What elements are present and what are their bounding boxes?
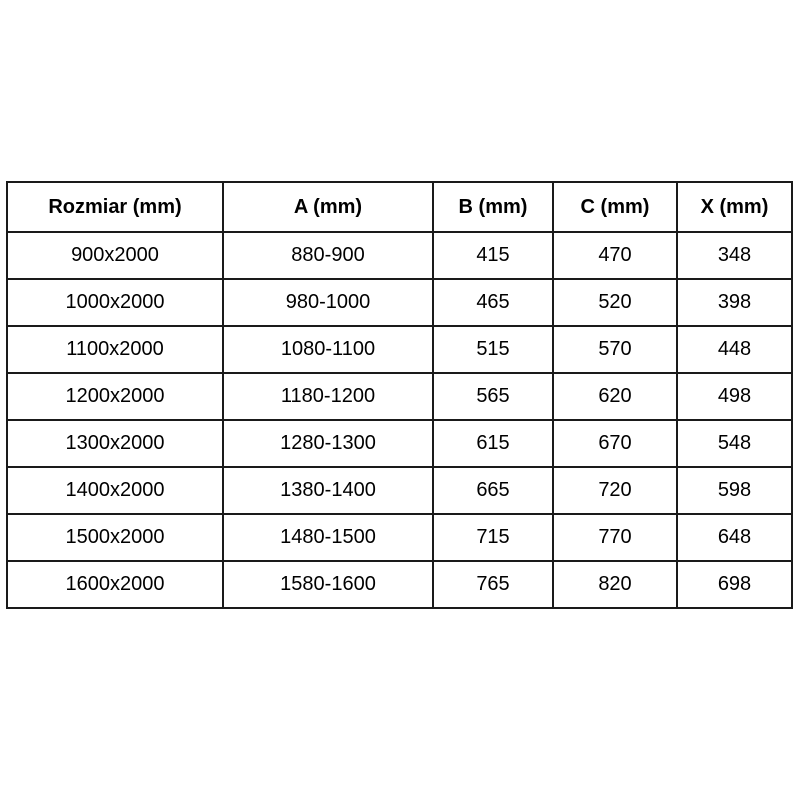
table-row: 1400x2000 1380-1400 665 720 598: [6, 466, 793, 515]
table-row: 1600x2000 1580-1600 765 820 698: [6, 560, 793, 609]
table-cell: 720: [552, 466, 678, 515]
table-row: 1300x2000 1280-1300 615 670 548: [6, 419, 793, 468]
table-cell: 498: [676, 372, 793, 421]
table-cell: 615: [432, 419, 554, 468]
table-cell: 770: [552, 513, 678, 562]
column-header-rozmiar: Rozmiar (mm): [6, 181, 224, 233]
table-row: 1200x2000 1180-1200 565 620 498: [6, 372, 793, 421]
table-cell: 1080-1100: [222, 325, 434, 374]
table-row: 1500x2000 1480-1500 715 770 648: [6, 513, 793, 562]
table-cell: 1600x2000: [6, 560, 224, 609]
table-cell: 765: [432, 560, 554, 609]
table-cell: 648: [676, 513, 793, 562]
table-cell: 415: [432, 231, 554, 280]
table-cell: 715: [432, 513, 554, 562]
table-cell: 548: [676, 419, 793, 468]
table-cell: 1480-1500: [222, 513, 434, 562]
table-cell: 1000x2000: [6, 278, 224, 327]
table-cell: 980-1000: [222, 278, 434, 327]
table-cell: 398: [676, 278, 793, 327]
table-row: 1100x2000 1080-1100 515 570 448: [6, 325, 793, 374]
table-row: 900x2000 880-900 415 470 348: [6, 231, 793, 280]
table-cell: 570: [552, 325, 678, 374]
table-cell: 1300x2000: [6, 419, 224, 468]
table-cell: 598: [676, 466, 793, 515]
table-cell: 470: [552, 231, 678, 280]
size-table: Rozmiar (mm) A (mm) B (mm) C (mm) X (mm) 900…: [6, 181, 793, 609]
table-cell: 1400x2000: [6, 466, 224, 515]
table-cell: 1100x2000: [6, 325, 224, 374]
table-cell: 670: [552, 419, 678, 468]
table-cell: 1280-1300: [222, 419, 434, 468]
column-header-b: B (mm): [432, 181, 554, 233]
table-cell: 1500x2000: [6, 513, 224, 562]
table-cell: 520: [552, 278, 678, 327]
column-header-x: X (mm): [676, 181, 793, 233]
table-cell: 820: [552, 560, 678, 609]
table-cell: 465: [432, 278, 554, 327]
column-header-a: A (mm): [222, 181, 434, 233]
table-cell: 1580-1600: [222, 560, 434, 609]
table-cell: 448: [676, 325, 793, 374]
table-body: 900x2000 880-900 415 470 348 1000x2000 980-100…: [6, 231, 793, 609]
table-cell: 698: [676, 560, 793, 609]
table-cell: 620: [552, 372, 678, 421]
table-cell: 665: [432, 466, 554, 515]
table-cell: 348: [676, 231, 793, 280]
table-cell: 1200x2000: [6, 372, 224, 421]
table-cell: 1380-1400: [222, 466, 434, 515]
table-cell: 515: [432, 325, 554, 374]
column-header-c: C (mm): [552, 181, 678, 233]
table-row: 1000x2000 980-1000 465 520 398: [6, 278, 793, 327]
table-cell: 565: [432, 372, 554, 421]
table-cell: 900x2000: [6, 231, 224, 280]
header-row: Rozmiar (mm) A (mm) B (mm) C (mm) X (mm): [6, 181, 793, 233]
table-cell: 880-900: [222, 231, 434, 280]
table-cell: 1180-1200: [222, 372, 434, 421]
